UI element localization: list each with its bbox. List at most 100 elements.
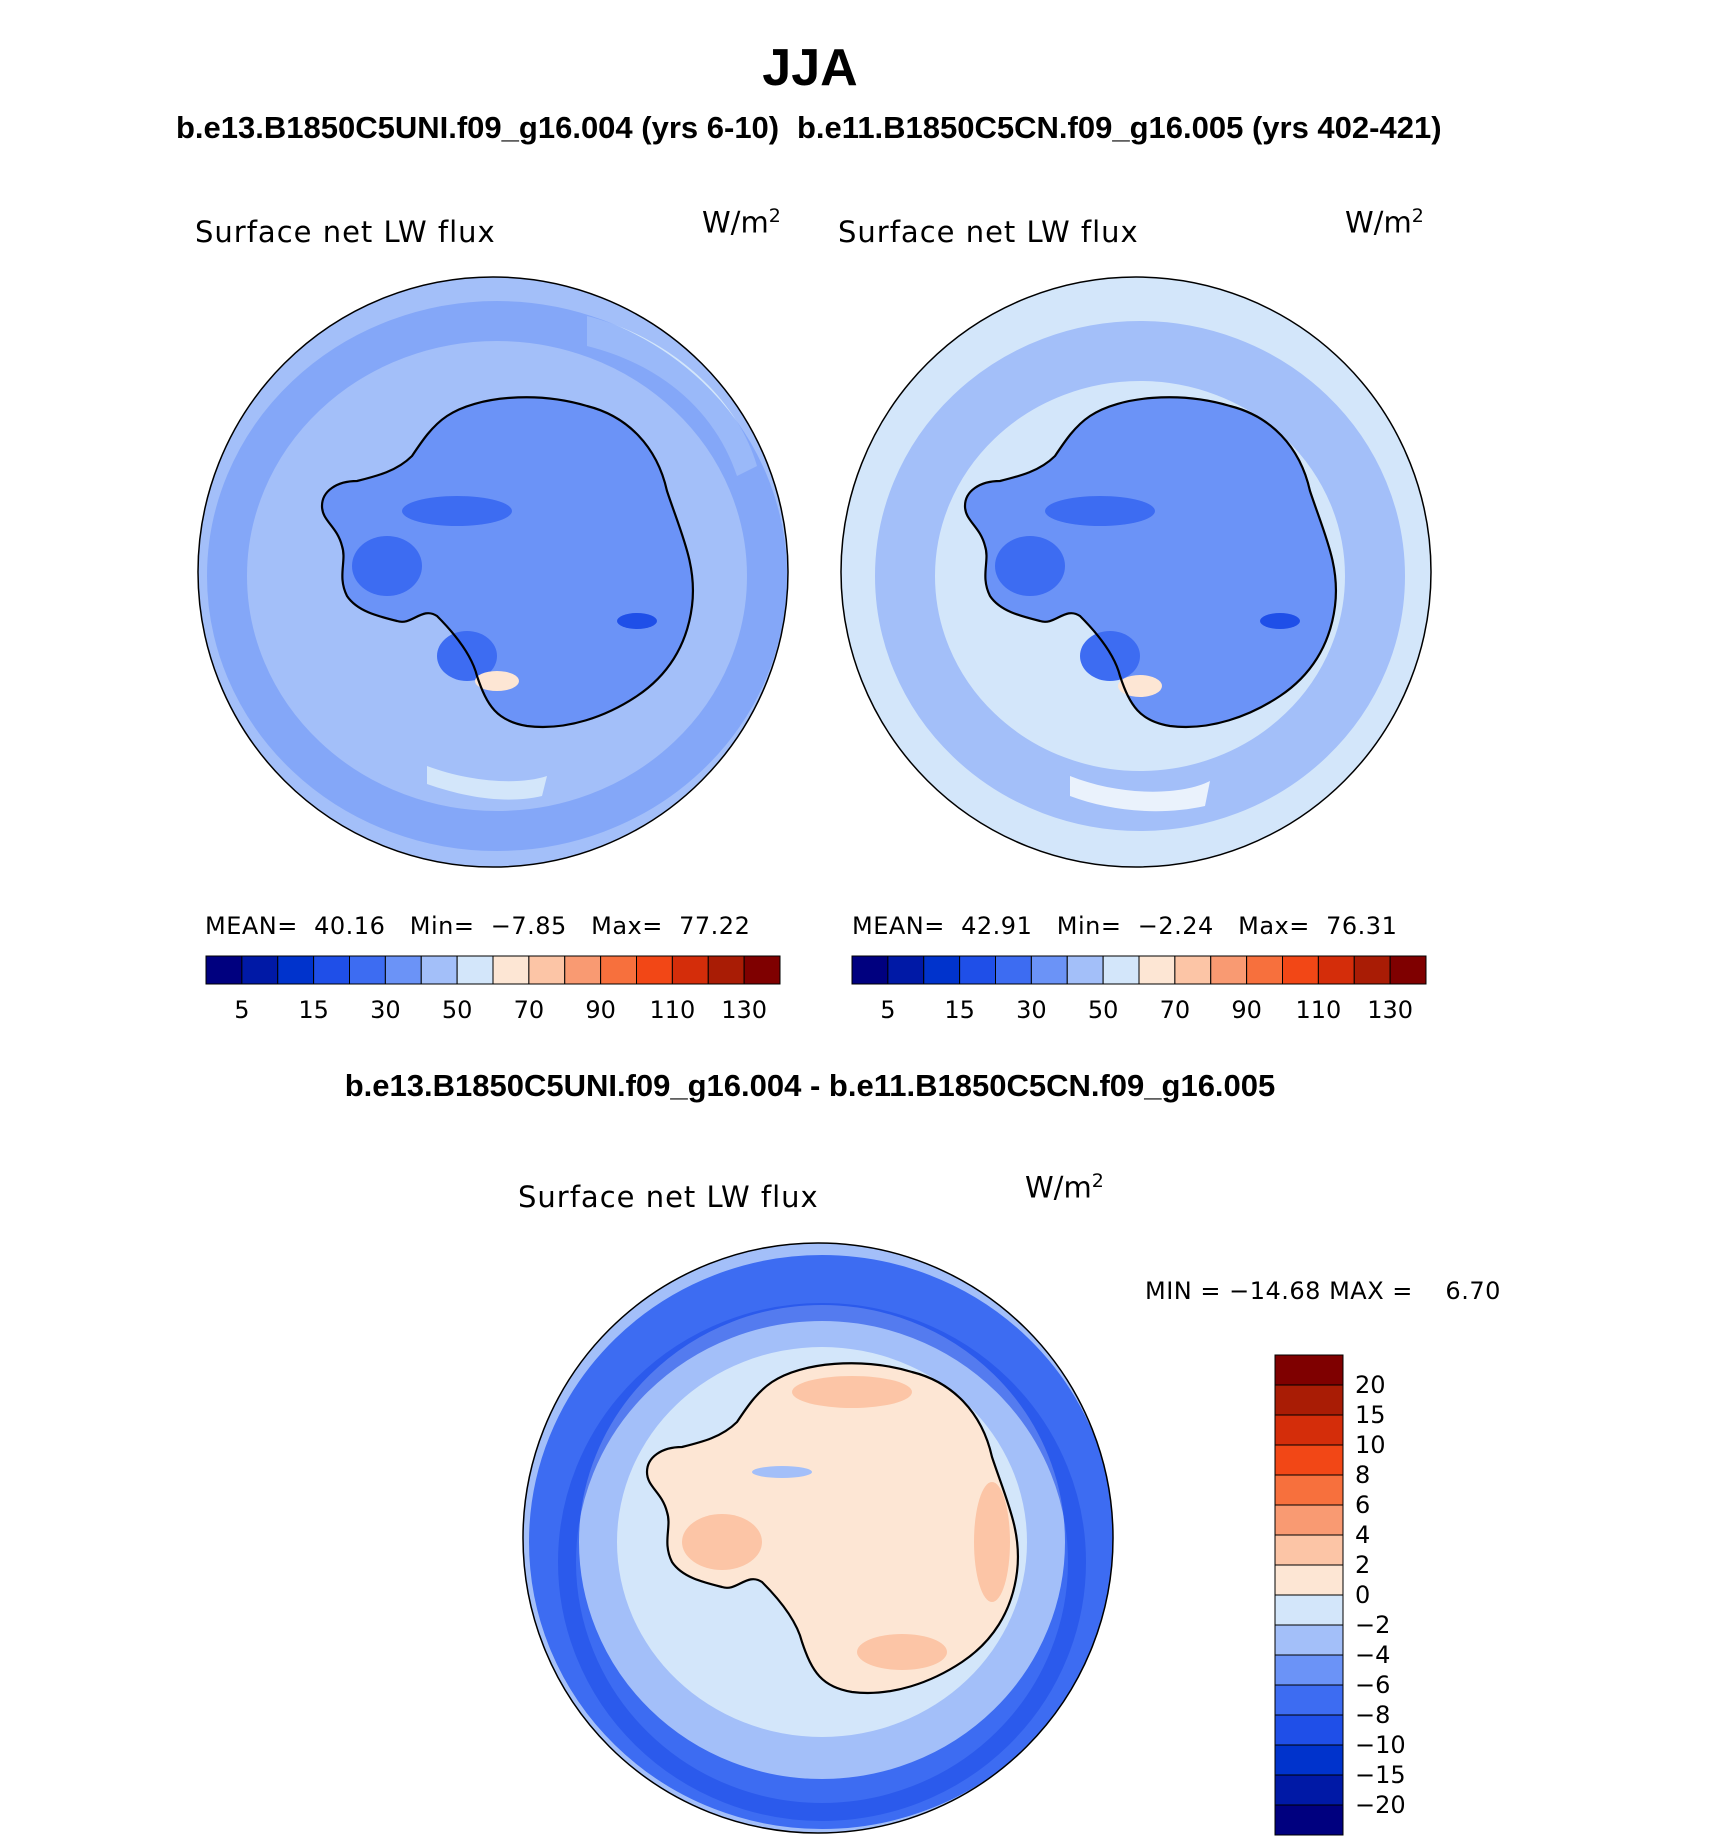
panel1-colorbar [205,955,781,985]
difference-colorbar-swatch-4 [1274,1474,1344,1506]
diff-map-warm-2 [974,1482,1010,1602]
panel2-colorbar-swatch-3 [959,955,996,985]
panel1-case-title: b.e13.B1850C5UNI.f09_g16.004 (yrs 6-10) [176,110,780,145]
panel2-colorbar-tick-label: 90 [1231,996,1262,1024]
panel1-colorbar-tick-label: 110 [649,996,695,1024]
panel1-colorbar-swatch-0 [205,955,243,985]
panel2-colorbar-swatch-9 [1174,955,1212,985]
map1-ocean-light-patch [427,766,547,800]
panel2-colorbar-swatch-0 [851,955,889,985]
panel2-colorbar-swatch-13 [1317,955,1355,985]
difference-colorbar-swatch-0 [1274,1354,1344,1386]
panel1-colorbar-swatch-13 [671,955,709,985]
difference-colorbar-swatch-14 [1274,1774,1344,1806]
panel1-colorbar-swatch-11 [600,955,637,985]
difference-colorbar-tick-label: 0 [1355,1581,1371,1609]
difference-map [522,1242,1114,1834]
panel2-colorbar-tick-label: 15 [944,996,975,1024]
difference-colorbar-tick-label: 15 [1355,1401,1386,1429]
map2-land-dark-4 [995,536,1065,596]
panel2-colorbar-swatch-6 [1066,955,1104,985]
panel2-colorbar-swatch-4 [995,955,1032,985]
map2-land-dark-2 [1080,631,1140,681]
panel2-colorbar [851,955,1427,985]
panel2-colorbar-swatch-5 [1030,955,1068,985]
panel1-colorbar-tick-label: 90 [585,996,616,1024]
panel2-map [840,276,1432,868]
difference-colorbar-tick-label: −10 [1355,1731,1406,1759]
difference-colorbar-swatch-8 [1274,1594,1344,1626]
diff-map-warm-4 [857,1634,947,1670]
diff-map-ring-dark [558,1303,1086,1821]
difference-variable-label: Surface net LW flux [518,1180,819,1214]
panel1-stats: MEAN= 40.16 Min= −7.85 Max= 77.22 [205,912,751,940]
figure-title: JJA [762,39,858,97]
map1-ocean-mid-ring [207,301,787,851]
map1-land-dark-3 [617,613,657,629]
difference-colorbar-tick-label: −15 [1355,1761,1406,1789]
panel2-stats: MEAN= 42.91 Min= −2.24 Max= 76.31 [852,912,1398,940]
map2-ocean-light-patch [1070,776,1210,812]
difference-colorbar-swatch-1 [1274,1384,1344,1416]
difference-colorbar-ticks: 20 15 10 8 6 4 2 0 −2 −4 −6 −8 −10 −15 −20 [1355,1355,1435,1835]
panel1-colorbar-swatch-9 [528,955,566,985]
panel1-colorbar-swatch-4 [349,955,386,985]
difference-colorbar-swatch-15 [1274,1804,1344,1836]
panel2-colorbar-tick-label: 130 [1367,996,1413,1024]
panel2-colorbar-ticks: 5 15 30 50 70 90 110 130 [880,996,1413,1024]
diff-map-warm-1 [792,1376,912,1408]
panel1-colorbar-tick-label: 50 [442,996,473,1024]
panel2-colorbar-swatch-15 [1389,955,1427,985]
difference-colorbar [1274,1354,1344,1836]
panel2-colorbar-swatch-10 [1210,955,1248,985]
difference-colorbar-tick-label: 4 [1355,1521,1371,1549]
map1-land-dark-1 [402,496,512,526]
difference-colorbar-tick-label: 10 [1355,1431,1386,1459]
panel1-units: W/m2 [702,205,781,240]
panel2-colorbar-swatch-12 [1282,955,1319,985]
map2-land-dark-1 [1045,496,1155,526]
difference-stats: MIN = −14.68 MAX = 6.70 [1145,1277,1501,1305]
panel1-colorbar-swatch-8 [492,955,530,985]
panel2-colorbar-tick-label: 70 [1160,996,1191,1024]
panel2-colorbar-tick-label: 30 [1016,996,1047,1024]
difference-colorbar-swatch-10 [1274,1654,1344,1686]
panel1-colorbar-swatch-14 [707,955,745,985]
difference-colorbar-swatch-3 [1274,1444,1344,1476]
panel2-colorbar-tick-label: 5 [880,996,895,1024]
difference-colorbar-tick-label: −8 [1355,1701,1391,1729]
difference-colorbar-tick-label: 6 [1355,1491,1371,1519]
difference-colorbar-swatch-9 [1274,1624,1344,1656]
panel2-colorbar-swatch-1 [887,955,925,985]
panel2-units: W/m2 [1345,205,1424,240]
difference-colorbar-swatch-12 [1274,1714,1344,1746]
panel2-colorbar-swatch-14 [1353,955,1391,985]
map1-land-dark-4 [352,536,422,596]
difference-colorbar-tick-label: 8 [1355,1461,1371,1489]
panel1-colorbar-swatch-6 [420,955,458,985]
map1-frame [197,276,789,868]
difference-colorbar-tick-label: −4 [1355,1641,1391,1669]
panel1-colorbar-swatch-1 [241,955,279,985]
map2-warm-spot [1118,675,1162,697]
panel1-colorbar-ticks: 5 15 30 50 70 90 110 130 [234,996,767,1024]
panel1-colorbar-swatch-2 [277,955,315,985]
panel2-colorbar-swatch-11 [1246,955,1283,985]
panel1-colorbar-swatch-15 [743,955,781,985]
difference-colorbar-swatch-6 [1274,1534,1344,1566]
panel1-map [197,276,789,868]
difference-colorbar-tick-label: −20 [1355,1791,1406,1819]
map1-land-dark-2 [437,631,497,681]
panel2-colorbar-swatch-8 [1138,955,1176,985]
map2-land-dark-3 [1260,613,1300,629]
difference-colorbar-tick-label: −2 [1355,1611,1391,1639]
panel1-colorbar-swatch-12 [636,955,673,985]
panel1-colorbar-tick-label: 130 [721,996,767,1024]
panel1-colorbar-swatch-10 [564,955,602,985]
panel2-colorbar-tick-label: 110 [1295,996,1341,1024]
difference-colorbar-swatch-7 [1274,1564,1344,1596]
panel1-variable-label: Surface net LW flux [195,215,496,249]
difference-colorbar-tick-label: 2 [1355,1551,1371,1579]
panel1-colorbar-swatch-5 [384,955,422,985]
difference-colorbar-swatch-5 [1274,1504,1344,1536]
